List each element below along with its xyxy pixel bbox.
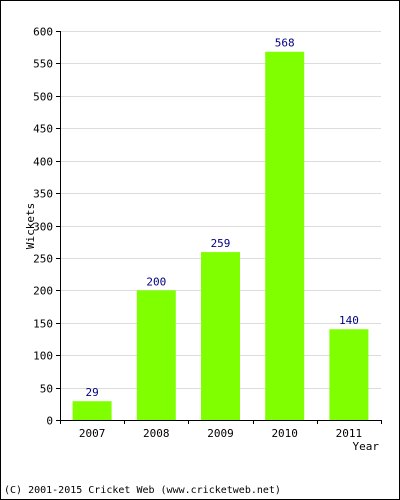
y-tick-label: 300 [33, 221, 53, 234]
x-tick-label-2010: 2010 [271, 427, 298, 440]
data-label-2007: 29 [85, 386, 98, 399]
data-label-2008: 200 [146, 275, 166, 288]
data-label-2010: 568 [275, 37, 295, 50]
y-tick-label: 150 [33, 318, 53, 331]
bar-2010 [265, 51, 305, 420]
y-tick-label: 100 [33, 350, 53, 363]
bar-2009 [201, 252, 240, 420]
bar-2011 [329, 329, 369, 420]
x-tick-label-2007: 2007 [79, 427, 106, 440]
bar-2008 [136, 290, 176, 420]
bars [72, 51, 369, 420]
x-tick-label-2008: 2008 [143, 427, 170, 440]
data-label-2009: 259 [211, 237, 231, 250]
data-labels: 29 200 259 568 140 [85, 37, 358, 399]
y-tick-label: 550 [33, 58, 53, 71]
x-axis-ticks: 2007 2008 2009 2010 2011 [60, 420, 382, 440]
y-tick-label: 400 [33, 156, 53, 169]
data-label-2011: 140 [339, 314, 359, 327]
y-tick-label: 0 [46, 415, 53, 428]
copyright-footer: (C) 2001-2015 Cricket Web (www.cricketwe… [4, 485, 281, 496]
y-tick-label: 450 [33, 123, 53, 136]
y-tick-label: 250 [33, 253, 53, 266]
y-tick-label: 350 [33, 188, 53, 201]
x-tick-label-2009: 2009 [207, 427, 234, 440]
x-axis-title: Year [353, 440, 380, 453]
y-axis-ticks: 0 50 100 150 200 250 300 350 400 450 500 550 600 [33, 26, 60, 428]
y-tick-label: 600 [33, 26, 53, 39]
y-tick-label: 500 [33, 91, 53, 104]
x-tick-label-2011: 2011 [336, 427, 363, 440]
bar-2007 [72, 401, 112, 420]
y-tick-label: 50 [40, 383, 53, 396]
y-axis-title: Wickets [24, 203, 37, 249]
y-tick-label: 200 [33, 285, 53, 298]
gridlines [60, 31, 381, 389]
